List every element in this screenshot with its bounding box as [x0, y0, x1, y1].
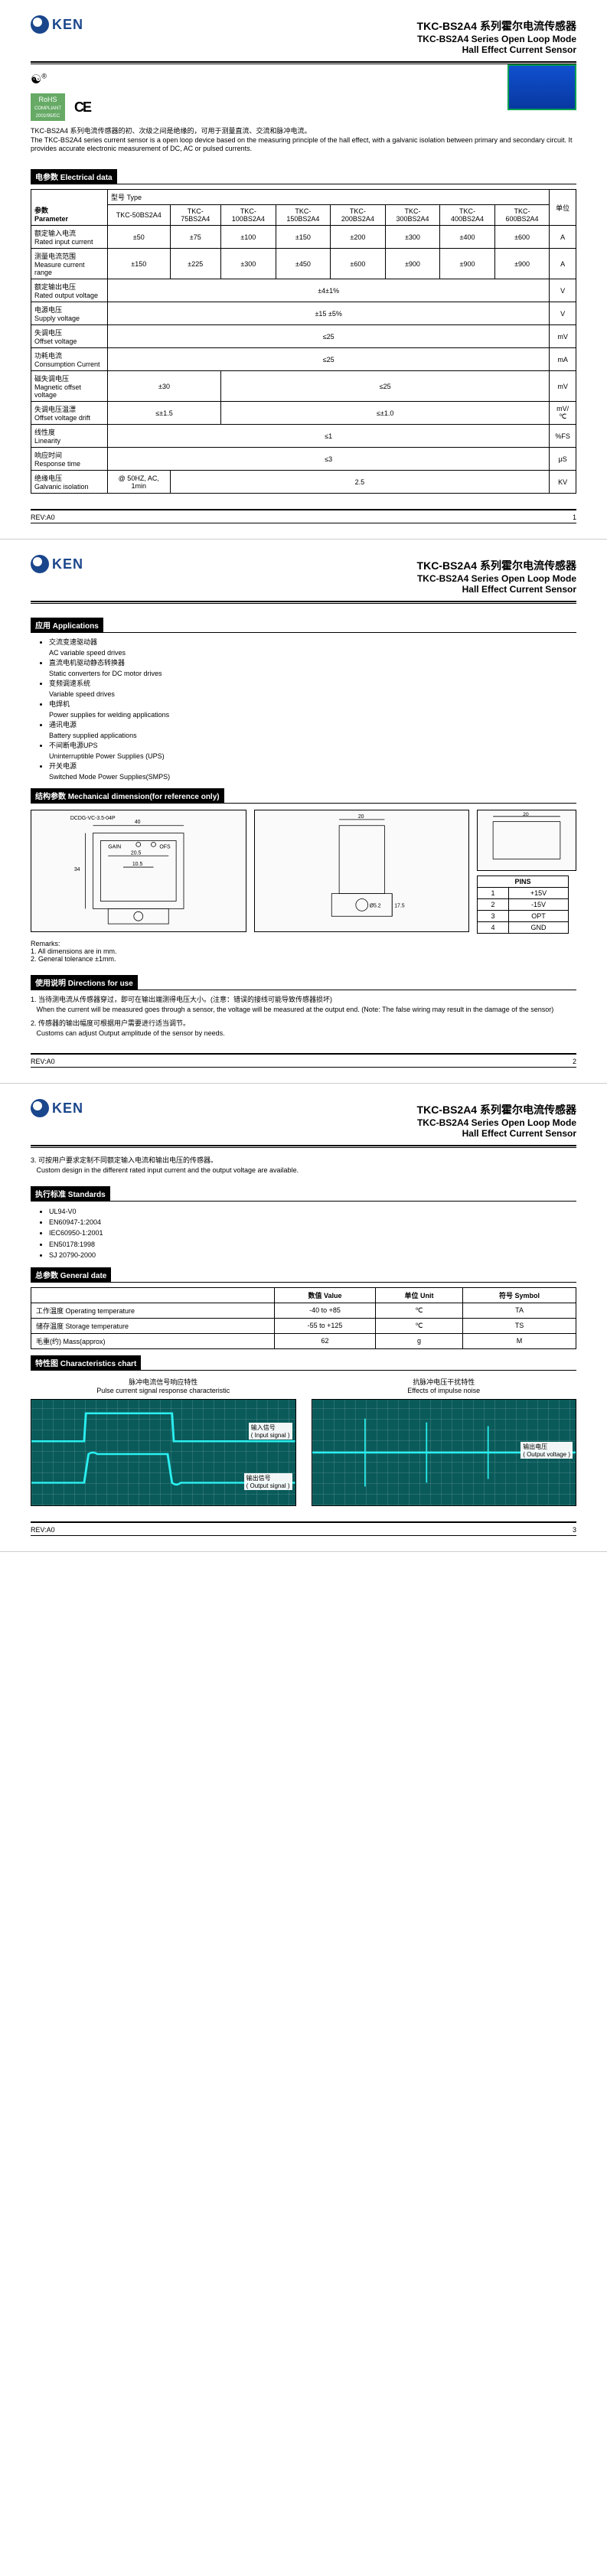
svg-text:20: 20 — [523, 812, 529, 817]
svg-text:34: 34 — [74, 867, 80, 872]
scope-1: 输入信号( Input signal ) 输出信号( Output signal… — [31, 1399, 296, 1506]
desc-cn: TKC-BS2A4 系列电流传感器的初、次级之间是绝缘的，可用于测量直流、交流和… — [31, 127, 312, 135]
chart-impulse-noise: 抗脉冲电压干扰特性Effects of impulse noise 输出电压( … — [312, 1377, 577, 1506]
direction-3: 3. 可按用户要求定制不同额定输入电流和输出电压的传感器。 Custom des… — [31, 1156, 576, 1175]
page-3: KEN TKC-BS2A4 系列霍尔电流传感器 TKC-BS2A4 Series… — [0, 1084, 607, 1551]
footer: REV:A0 1 — [31, 509, 576, 521]
section-char: 特性图 Characteristics chart — [31, 1355, 141, 1370]
ce-icon: CE — [74, 99, 90, 116]
electrical-table: 参数 Parameter 型号 Type 单位 TKC-50BS2A4TKC-7… — [31, 189, 576, 494]
svg-text:40: 40 — [135, 820, 141, 825]
pins-table: PINS 1+15V 2-15V 3OPT 4GND — [477, 876, 569, 934]
mechanical-drawings: DCDG-VC-3.5-04P GAIN OFS 40 34 20.5 10.5… — [31, 810, 576, 934]
label-outv: 输出电压( Output voltage ) — [521, 1442, 573, 1459]
hdr-unit: 单位 — [550, 190, 576, 226]
remarks: Remarks: 1. All dimensions are in mm. 2.… — [31, 940, 576, 963]
section-general: 总参数 General date — [31, 1267, 111, 1282]
apps-list: 交流变速驱动器 AC variable speed drives 直流电机驱动静… — [49, 637, 576, 782]
cert-icons: ☯® — [31, 72, 507, 87]
scope-2: 输出电压( Output voltage ) — [312, 1399, 577, 1506]
label-output: 输出信号( Output signal ) — [244, 1473, 292, 1490]
svg-text:Ø5.2: Ø5.2 — [369, 903, 380, 908]
top-view: 20 — [477, 810, 576, 871]
page-1: KEN TKC-BS2A4 系列霍尔电流传感器 TKC-BS2A4 Series… — [0, 0, 607, 540]
rev: REV:A0 — [31, 514, 55, 521]
section-apps: 应用 Applications — [31, 618, 103, 632]
front-view: DCDG-VC-3.5-04P GAIN OFS 40 34 20.5 10.5 — [31, 810, 246, 932]
svg-text:17.5: 17.5 — [394, 903, 405, 908]
section-standards: 执行标准 Standards — [31, 1186, 110, 1201]
reg-icon: ☯® — [31, 72, 47, 87]
direction-2: 2. 传感器的输出幅度可根据用户需要进行适当调节。 Customs can ad… — [31, 1019, 576, 1038]
svg-text:DCDG-VC-3.5-04P: DCDG-VC-3.5-04P — [70, 816, 116, 821]
pins-block: 20 PINS 1+15V 2-15V 3OPT 4GND — [477, 810, 576, 934]
section-electrical: 电参数 Electrical data — [31, 169, 117, 184]
section-directions: 使用说明 Directions for use — [31, 975, 138, 990]
title-block: TKC-BS2A4 系列霍尔电流传感器 TKC-BS2A4 Series Ope… — [31, 18, 576, 55]
page-2: KEN TKC-BS2A4 系列霍尔电流传感器 TKC-BS2A4 Series… — [0, 540, 607, 1084]
model-row: TKC-50BS2A4TKC-75BS2A4TKC-100BS2A4TKC-15… — [31, 205, 576, 226]
title-cn: TKC-BS2A4 系列霍尔电流传感器 — [31, 18, 576, 34]
general-table: 数值 Value单位 Unit符号 Symbol 工作温度 Operating … — [31, 1287, 576, 1349]
hdr-param: 参数 Parameter — [31, 190, 108, 226]
svg-text:20: 20 — [357, 814, 364, 820]
side-view: Ø5.2 20 17.5 — [254, 810, 470, 932]
desc-en: The TKC-BS2A4 series current sensor is a… — [31, 136, 573, 153]
section-mech: 结构参数 Mechanical dimension(for reference … — [31, 788, 224, 803]
hdr-type: 型号 Type — [108, 190, 550, 205]
description: TKC-BS2A4 系列电流传感器的初、次级之间是绝缘的，可用于测量直流、交流和… — [31, 127, 576, 154]
label-input: 输入信号( Input signal ) — [249, 1423, 292, 1440]
svg-text:10.5: 10.5 — [132, 862, 143, 867]
logo-mark — [31, 15, 49, 34]
page-num: 1 — [573, 514, 576, 521]
product-photo — [507, 64, 576, 110]
svg-text:GAIN: GAIN — [108, 844, 121, 849]
standards-list: UL94-V0 EN60947-1:2004 IEC60950-1:2001 E… — [49, 1206, 576, 1261]
divider — [31, 61, 576, 64]
cert-icons-2: RoHSCOMPLIANT2002/95/EC CE — [31, 93, 507, 121]
rohs-icon: RoHSCOMPLIANT2002/95/EC — [31, 93, 65, 121]
direction-1: 1. 当待测电流从传感器穿过，即可在输出端测得电压大小。(注意：错误的接线可能导… — [31, 995, 576, 1014]
title-en-1: TKC-BS2A4 Series Open Loop Mode — [31, 34, 576, 44]
brand-name: KEN — [52, 17, 83, 33]
characteristics-charts: 脉冲电流信号响应特性Pulse current signal response … — [31, 1377, 576, 1506]
chart-pulse-response: 脉冲电流信号响应特性Pulse current signal response … — [31, 1377, 296, 1506]
svg-text:20.5: 20.5 — [131, 850, 142, 856]
title-en-2: Hall Effect Current Sensor — [31, 44, 576, 55]
svg-text:OFS: OFS — [159, 844, 171, 849]
